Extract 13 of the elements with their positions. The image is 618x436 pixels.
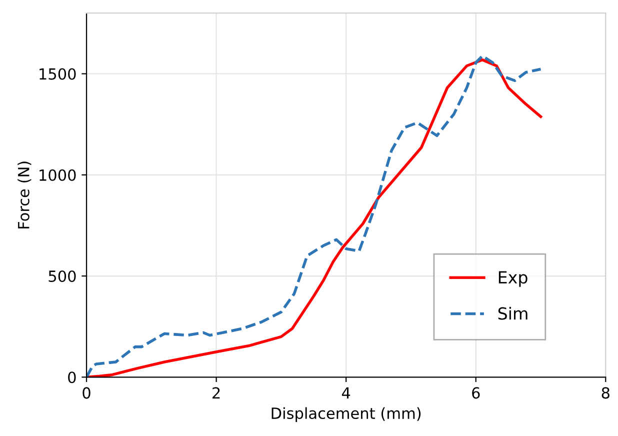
x-axis-title: Displacement (mm) [272, 407, 421, 422]
y-axis-title: Force (N) [18, 162, 32, 228]
legend-label: Exp [498, 271, 528, 287]
legend-label: Sim [498, 306, 528, 320]
x-tick-label: 4 [342, 387, 350, 398]
y-tick-label: 1000 [40, 169, 76, 181]
y-tick-label: 0 [68, 372, 76, 384]
x-tick-label: 2 [212, 387, 220, 398]
y-tick-label: 1500 [40, 68, 76, 80]
x-tick-label: 0 [82, 387, 90, 399]
y-tick-label: 500 [48, 270, 76, 282]
x-tick-label: 8 [602, 387, 610, 399]
x-tick-label: 6 [472, 387, 480, 399]
